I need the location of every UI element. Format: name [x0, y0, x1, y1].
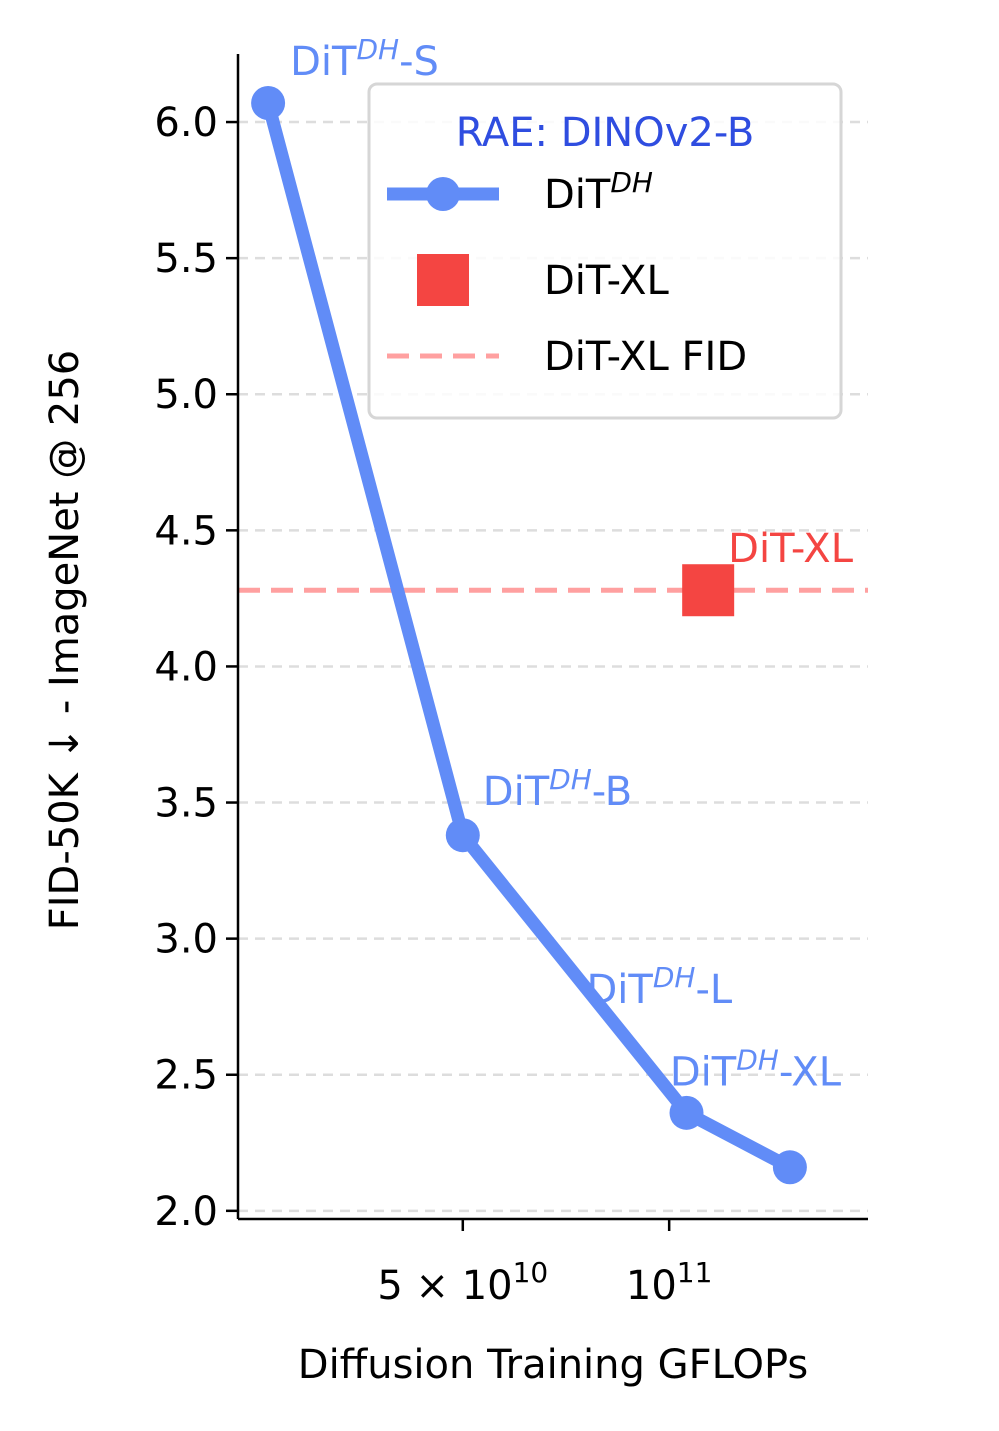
dit-dh-point	[445, 818, 480, 853]
x-tick-label: 5 × 1010	[377, 1256, 548, 1309]
annotations: DiTDH-S DiTDH-B DiTDH-L DiTDH-XL DiT-XL	[290, 33, 854, 1095]
dit-dh-series-line	[261, 96, 797, 1174]
y-tick-label: 2.0	[154, 1189, 218, 1235]
series-group	[251, 85, 807, 1185]
y-tick-label: 5.0	[154, 372, 218, 418]
dit-dh-point-label: DiTDH-XL	[670, 1043, 842, 1095]
y-axis-label: FID-50K ↓ - ImageNet @ 256	[42, 350, 88, 931]
legend-square-marker	[417, 254, 469, 306]
y-tick-label: 6.0	[154, 100, 218, 146]
dit-dh-point	[669, 1095, 704, 1130]
x-axis-label: Diffusion Training GFLOPs	[298, 1342, 808, 1388]
dit-dh-point	[251, 85, 286, 120]
legend: RAE: DINOv2-B DiTDH DiT-XL DiT-XL FID	[367, 82, 843, 420]
dit-dh-point	[772, 1150, 807, 1185]
y-tick-label: 4.0	[154, 644, 218, 690]
y-tick-label: 3.5	[154, 781, 218, 827]
legend-box	[367, 82, 843, 420]
y-tick-label: 4.5	[154, 508, 218, 554]
y-tick-label: 2.5	[154, 1053, 218, 1099]
axes	[236, 54, 868, 1221]
legend-circle-marker	[426, 177, 460, 211]
legend-entry-label: DiT-XL FID	[544, 334, 747, 380]
dit-xl-point	[682, 564, 735, 617]
dit-dh-point-label: DiTDH-S	[290, 33, 439, 85]
x-ticks: 5 × 1010 1011	[377, 1219, 712, 1309]
legend-entry-label: DiTDH	[544, 166, 653, 218]
dit-xl-point-label: DiT-XL	[728, 526, 854, 572]
legend-title: RAE: DINOv2-B	[456, 110, 755, 156]
x-tick-label: 1011	[626, 1256, 713, 1309]
y-tick-label: 5.5	[154, 236, 218, 282]
y-tick-label: 3.0	[154, 917, 218, 963]
legend-entry-label: DiT-XL	[544, 258, 670, 304]
y-ticks: 2.0 2.5 3.0 3.5 4.0 4.5 5.0 5.5 6.0	[154, 100, 238, 1235]
dit-dh-point-label: DiTDH-L	[587, 961, 733, 1013]
dit-dh-point-label: DiTDH-B	[483, 763, 632, 815]
